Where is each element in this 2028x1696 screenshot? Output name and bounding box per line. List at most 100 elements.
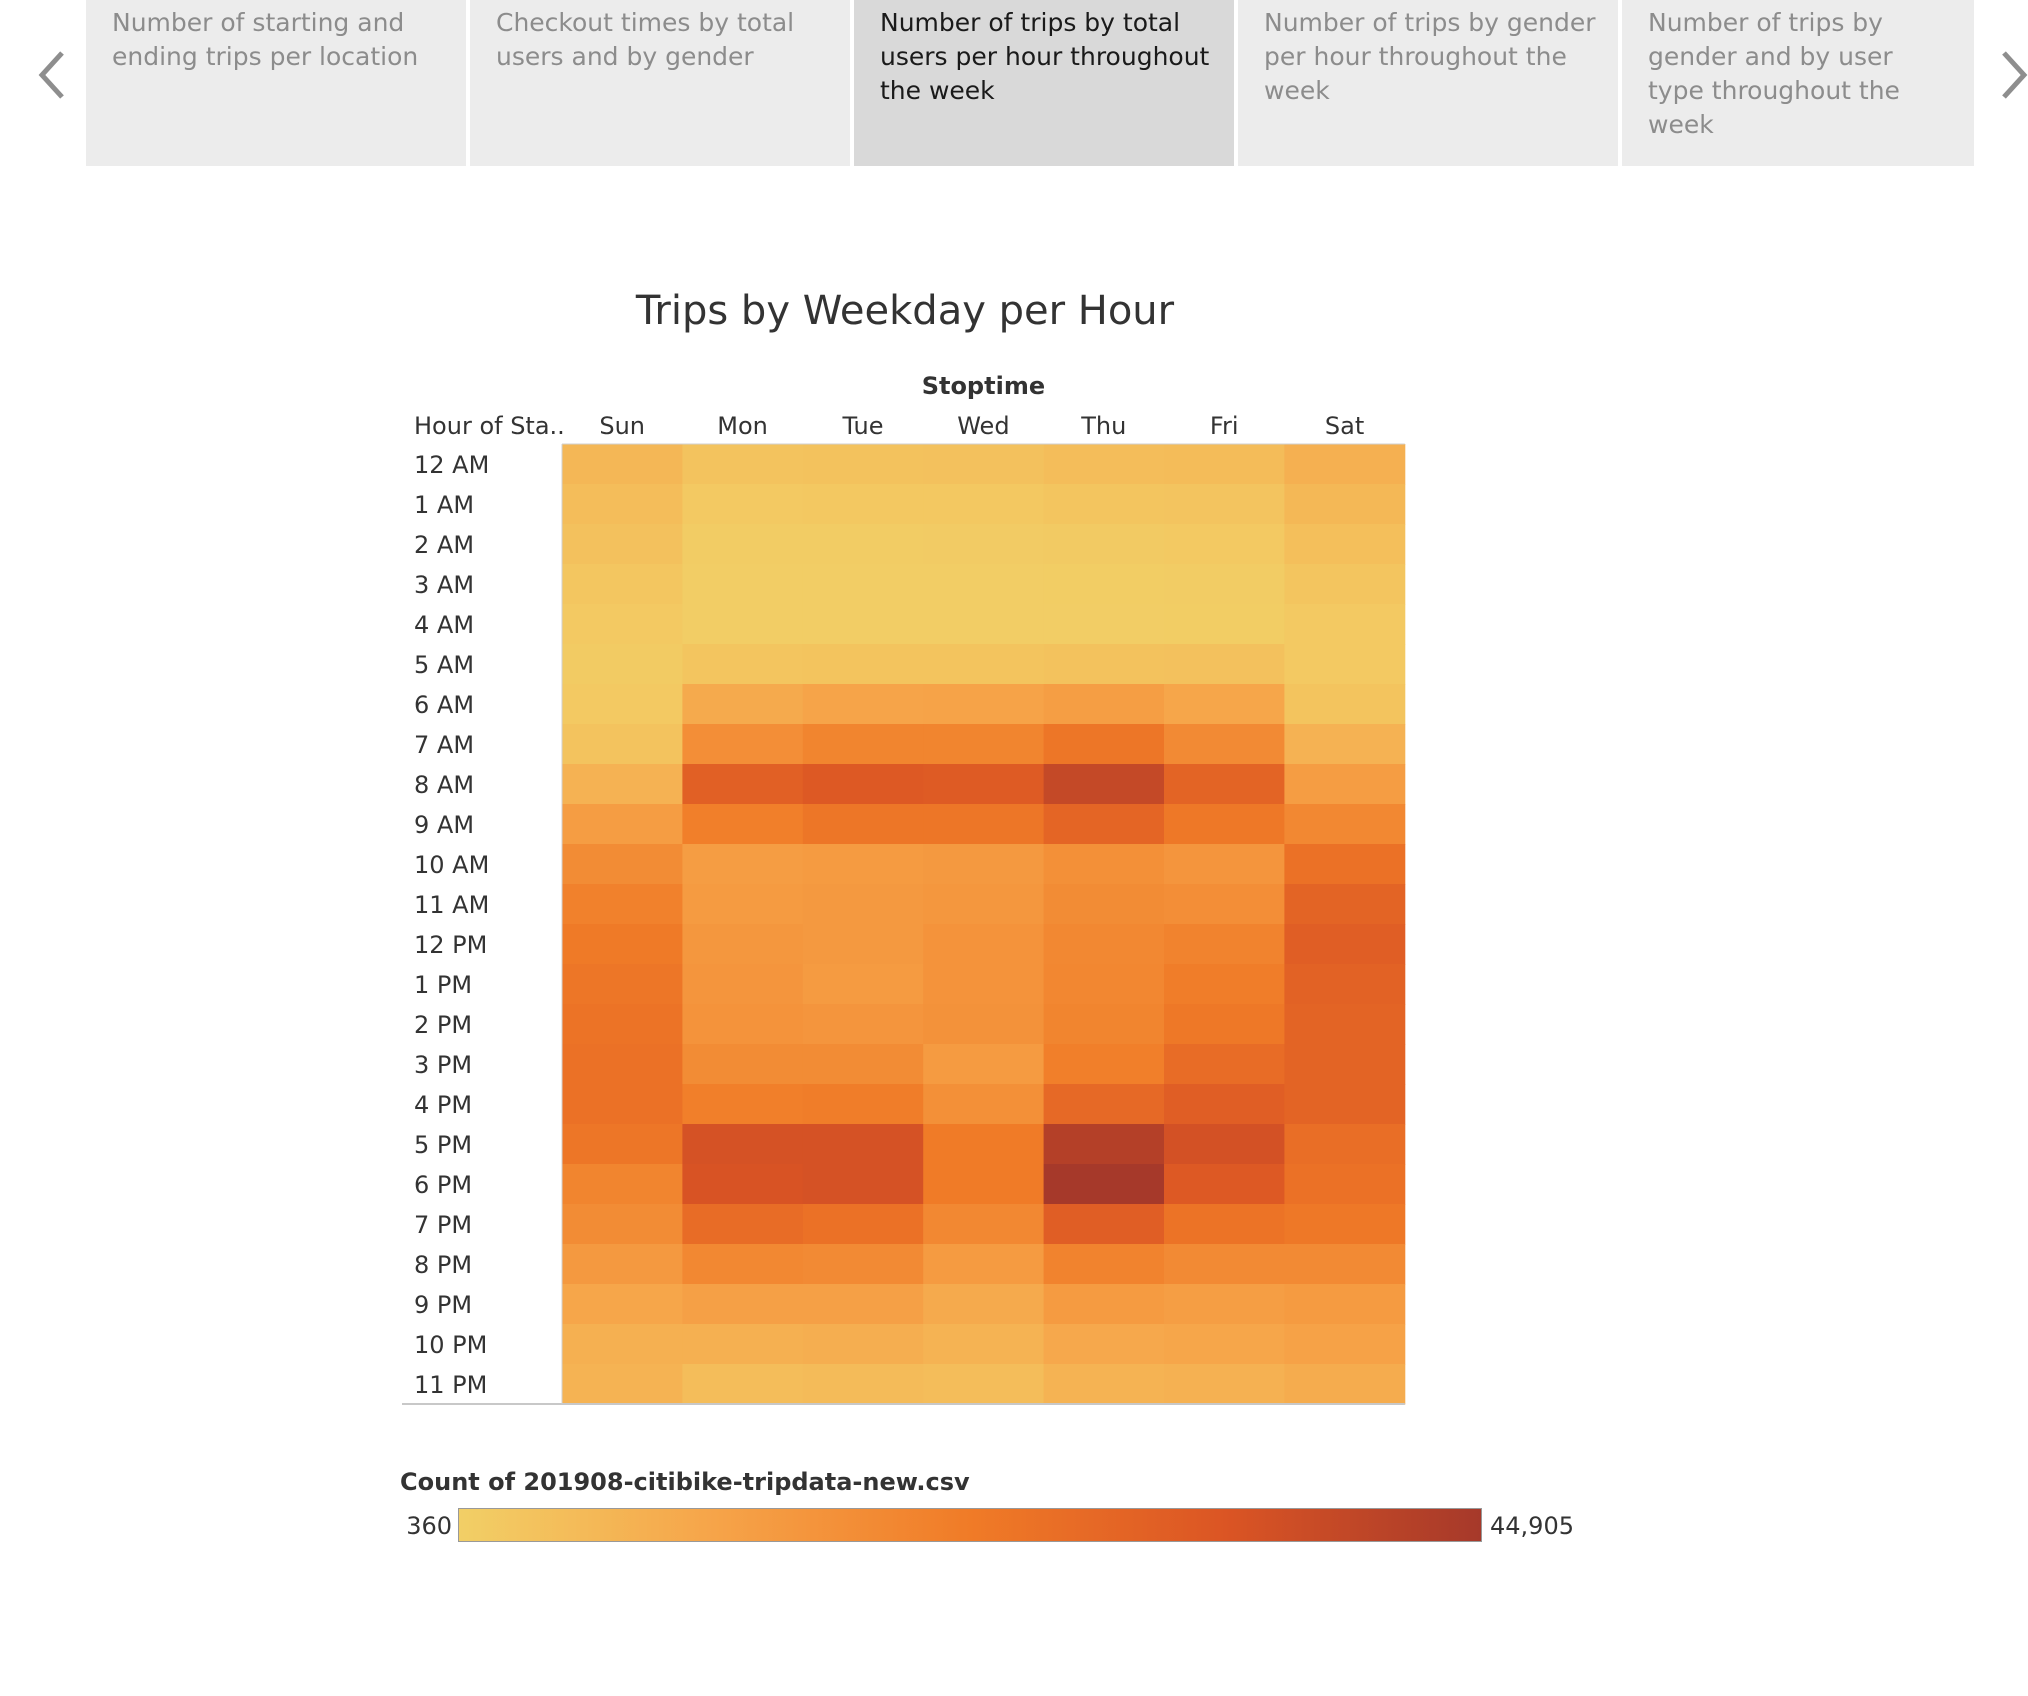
heatmap-cell xyxy=(923,1124,1045,1165)
heatmap-cell xyxy=(562,884,683,925)
row-label: 7 PM xyxy=(414,1211,472,1239)
row-label: 2 AM xyxy=(414,531,474,559)
heatmap-cell xyxy=(682,764,804,805)
heatmap-cell xyxy=(1043,804,1165,845)
heatmap-cell xyxy=(1284,884,1406,925)
heatmap-cell xyxy=(562,1084,683,1125)
heatmap-cell xyxy=(923,564,1045,605)
heatmap-cell xyxy=(1164,484,1285,525)
heatmap-cell xyxy=(682,964,804,1005)
heatmap-cell xyxy=(1043,684,1165,725)
heatmap-cell xyxy=(1284,644,1406,685)
heatmap-cell xyxy=(1164,524,1285,565)
story-point-1[interactable]: Number of starting and ending trips per … xyxy=(86,0,466,166)
story-point-5[interactable]: Number of trips by gender and by user ty… xyxy=(1622,0,1974,166)
heatmap-cell xyxy=(1164,1244,1285,1285)
heatmap-cell xyxy=(1284,1124,1406,1165)
story-point-label: Number of starting and ending trips per … xyxy=(112,8,419,71)
story-point-4[interactable]: Number of trips by gender per hour throu… xyxy=(1238,0,1618,166)
heatmap-cell xyxy=(562,524,683,565)
heatmap-cell xyxy=(682,1084,804,1125)
row-label: 12 PM xyxy=(414,931,487,959)
heatmap-cell xyxy=(1284,564,1406,605)
heatmap-cell xyxy=(562,1124,683,1165)
heatmap-cell xyxy=(802,1044,924,1085)
chevron-right-icon[interactable] xyxy=(1984,40,2028,110)
heatmap-cell xyxy=(1164,844,1285,885)
heatmap-cell xyxy=(1284,1044,1406,1085)
heatmap-cell xyxy=(562,764,683,805)
heatmap-cell xyxy=(1043,884,1165,925)
heatmap-cell xyxy=(923,924,1045,965)
heatmap-cell xyxy=(1284,764,1406,805)
heatmap-cell xyxy=(1284,964,1406,1005)
heatmap-cell xyxy=(802,1004,924,1045)
heatmap-cell xyxy=(562,844,683,885)
heatmap-cell xyxy=(1043,1364,1165,1405)
heatmap-cell xyxy=(1164,644,1285,685)
heatmap-cell xyxy=(923,1284,1045,1325)
heatmap-cell xyxy=(1284,1204,1406,1245)
heatmap-cell xyxy=(923,764,1045,805)
heatmap-cell xyxy=(562,804,683,845)
heatmap-cell xyxy=(923,1204,1045,1245)
heatmap-cell xyxy=(1284,444,1406,485)
heatmap-cell xyxy=(802,804,924,845)
heatmap-cell xyxy=(682,1364,804,1405)
color-legend-min-label: 360 xyxy=(406,1512,452,1540)
row-label: 9 PM xyxy=(414,1291,472,1319)
heatmap-cell xyxy=(802,1364,924,1405)
heatmap-cell xyxy=(682,1244,804,1285)
heatmap-cell xyxy=(562,724,683,765)
heatmap-cell xyxy=(802,844,924,885)
heatmap-cell xyxy=(1043,1164,1165,1205)
heatmap-cell xyxy=(802,684,924,725)
heatmap-cell xyxy=(1043,1004,1165,1045)
heatmap-cell xyxy=(1164,1324,1285,1365)
heatmap-cell xyxy=(562,964,683,1005)
heatmap-cell xyxy=(1164,684,1285,725)
heatmap-cell xyxy=(682,1204,804,1245)
heatmap-cell xyxy=(682,1164,804,1205)
heatmap-cell xyxy=(562,1204,683,1245)
heatmap-cell xyxy=(1043,964,1165,1005)
row-label: 9 AM xyxy=(414,811,474,839)
heatmap-cell xyxy=(562,1324,683,1365)
heatmap-cell xyxy=(682,684,804,725)
row-label: 6 PM xyxy=(414,1171,472,1199)
heatmap-cell xyxy=(1164,1204,1285,1245)
heatmap-cell xyxy=(1164,1284,1285,1325)
heatmap-cell xyxy=(562,444,683,485)
row-label: 5 AM xyxy=(414,651,474,679)
heatmap-cell xyxy=(923,844,1045,885)
story-point-2[interactable]: Checkout times by total users and by gen… xyxy=(470,0,850,166)
heatmap-cell xyxy=(1284,1324,1406,1365)
heatmap-cell xyxy=(1043,724,1165,765)
heatmap-cell xyxy=(1284,804,1406,845)
row-label: 1 AM xyxy=(414,491,474,519)
row-label: 7 AM xyxy=(414,731,474,759)
heatmap-cell xyxy=(1284,724,1406,765)
heatmap-cell xyxy=(802,1284,924,1325)
row-label: 10 AM xyxy=(414,851,489,879)
row-label: 3 AM xyxy=(414,571,474,599)
story-point-3[interactable]: Number of trips by total users per hour … xyxy=(854,0,1234,166)
row-label: 6 AM xyxy=(414,691,474,719)
heatmap-cell xyxy=(802,1244,924,1285)
row-label: 2 PM xyxy=(414,1011,472,1039)
heatmap-cell xyxy=(682,1004,804,1045)
row-label: 3 PM xyxy=(414,1051,472,1079)
column-header-title: Stoptime xyxy=(922,372,1045,400)
heatmap-cell xyxy=(682,724,804,765)
heatmap-cell xyxy=(1284,1284,1406,1325)
heatmap-cell xyxy=(1164,884,1285,925)
heatmap-cell xyxy=(1043,1124,1165,1165)
heatmap-cell xyxy=(923,804,1045,845)
heatmap-cell xyxy=(682,844,804,885)
column-label: Fri xyxy=(1210,412,1239,440)
heatmap-cell xyxy=(802,764,924,805)
heatmap-cell xyxy=(562,1244,683,1285)
chevron-left-icon[interactable] xyxy=(22,40,82,110)
color-legend-title: Count of 201908-citibike-tripdata-new.cs… xyxy=(400,1468,970,1496)
heatmap-cell xyxy=(1043,1084,1165,1125)
